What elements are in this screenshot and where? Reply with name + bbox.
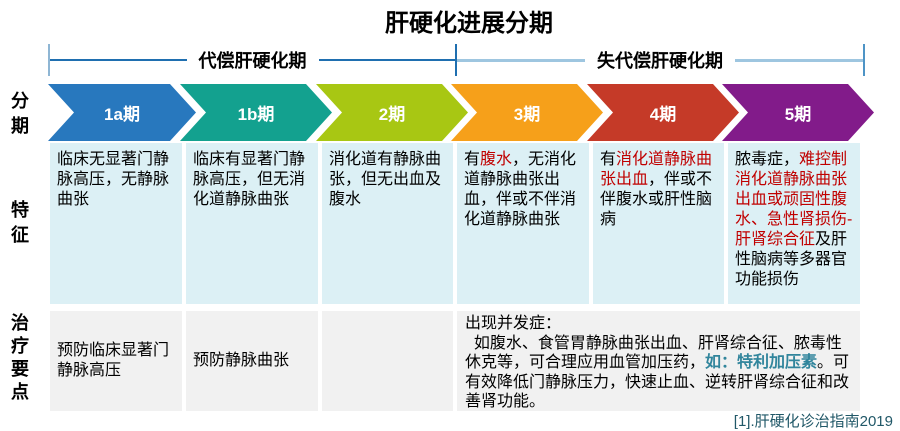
feature-cell-1b: 临床有显著门静脉高压，但无消化道静脉曲张 [186,143,318,304]
bracket-line [50,59,187,61]
treatment-cell-1a: 预防临床显著门静脉高压 [50,311,182,411]
bracket-start-tick [48,44,50,76]
feature-cell-2: 消化道有静脉曲张，但无出血及腹水 [322,143,453,304]
treatment-cell-3-to-5: 出现并发症： 如腹水、食管胃静脉曲张出血、肝肾综合征、脓毒性休克等，可合理应用血… [457,311,860,411]
stage-arrow-4: 4期 [587,84,739,141]
stage-arrow-label: 1b期 [237,105,275,124]
stage-arrow-label: 5期 [784,105,812,124]
reference-footnote: [1].肝硬化诊治指南2019 [733,413,893,430]
stage-arrow-1b: 1b期 [180,84,332,141]
row-label-staging: 分期 [11,91,29,136]
treatment-text: 预防静脉曲张 [193,352,290,369]
bracket-end-tick [863,44,865,76]
bracket-line [735,58,863,62]
bracket-line [457,58,585,62]
treatment-cell-2-empty [322,311,453,411]
bracket-line [318,59,455,61]
feature-cell-1a: 临床无显著门静脉高压，无静脉曲张 [50,143,182,304]
treatment-text: 预防临床显著门静脉高压 [57,342,170,379]
stage-arrow-label: 4期 [649,105,677,124]
bracket-decompensated: 失代偿肝硬化期 [455,44,865,76]
bracket-decompensated-label: 失代偿肝硬化期 [597,51,723,71]
page-title: 肝硬化进展分期 [385,10,553,37]
feature-cell-3: 有腹水，无消化道静脉曲张出血，伴或不伴消化道静脉曲张 [457,143,589,304]
stage-arrow-2: 2期 [316,84,468,141]
stage-arrow-1a: 1a期 [48,84,196,141]
stage-arrow-label: 3期 [513,105,541,124]
stage-arrow-3: 3期 [451,84,603,141]
stage-arrow-label: 1a期 [104,105,140,124]
bracket-compensated: 代偿肝硬化期 [48,44,455,76]
treatment-cell-1b: 预防静脉曲张 [186,311,318,411]
bracket-mid-tick [455,44,457,76]
row-label-treatment: 治疗要点 [11,313,29,402]
bracket-compensated-label: 代偿肝硬化期 [198,51,307,71]
stage-arrow-label: 2期 [378,105,406,124]
stage-arrow-5: 5期 [722,84,874,141]
row-label-features: 特征 [11,200,29,245]
feature-cell-5: 脓毒症，难控制消化道静脉曲张出血或顽固性腹水、急性肾损伤-肝肾综合征及肝性脑病等… [728,143,860,304]
feature-cell-4: 有消化道静脉曲张出血，伴或不伴腹水或肝性脑病 [593,143,724,304]
